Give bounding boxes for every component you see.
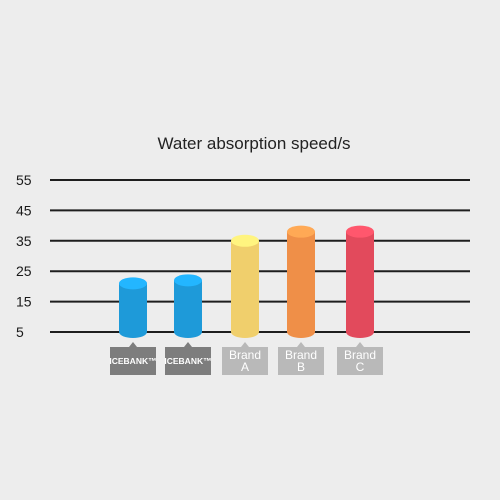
category-label: ICEBANK™ — [164, 342, 212, 375]
category-label-text: A — [241, 360, 249, 374]
category-tag — [337, 342, 383, 375]
category-tag — [165, 342, 211, 375]
y-tick-label: 15 — [16, 294, 32, 310]
category-label-text: ICEBANK™ — [109, 356, 156, 366]
bar-body — [346, 231, 374, 338]
category-label-text: B — [297, 360, 305, 374]
chart-title: Water absorption speed/s — [157, 134, 350, 153]
category-tag — [110, 342, 156, 375]
bar-body — [231, 240, 259, 338]
category-label-text: Brand — [285, 348, 317, 362]
bar-top — [346, 225, 374, 238]
category-label-text: ICEBANK™ — [164, 356, 211, 366]
bar-layer — [119, 225, 374, 338]
bar — [287, 225, 315, 338]
bar-body — [287, 231, 315, 338]
y-tick-label: 45 — [16, 202, 32, 218]
bar-top — [287, 225, 315, 238]
y-tick-label: 55 — [16, 172, 32, 188]
bar-top — [119, 277, 147, 290]
bar — [346, 225, 374, 338]
bar — [119, 277, 147, 338]
y-tick-label: 35 — [16, 233, 32, 249]
category-label-text: Brand — [229, 348, 261, 362]
y-tick-label: 25 — [16, 263, 32, 279]
y-tick-label: 5 — [16, 324, 24, 340]
category-label: ICEBANK™ — [109, 342, 157, 375]
bar-top — [174, 274, 202, 287]
category-tag — [222, 342, 268, 375]
bar — [231, 234, 259, 338]
bar-body — [119, 283, 147, 338]
bar-body — [174, 280, 202, 338]
category-label-text: C — [356, 360, 365, 374]
bar-top — [231, 234, 259, 247]
category-tag — [278, 342, 324, 375]
category-label-text: Brand — [344, 348, 376, 362]
bar — [174, 274, 202, 338]
